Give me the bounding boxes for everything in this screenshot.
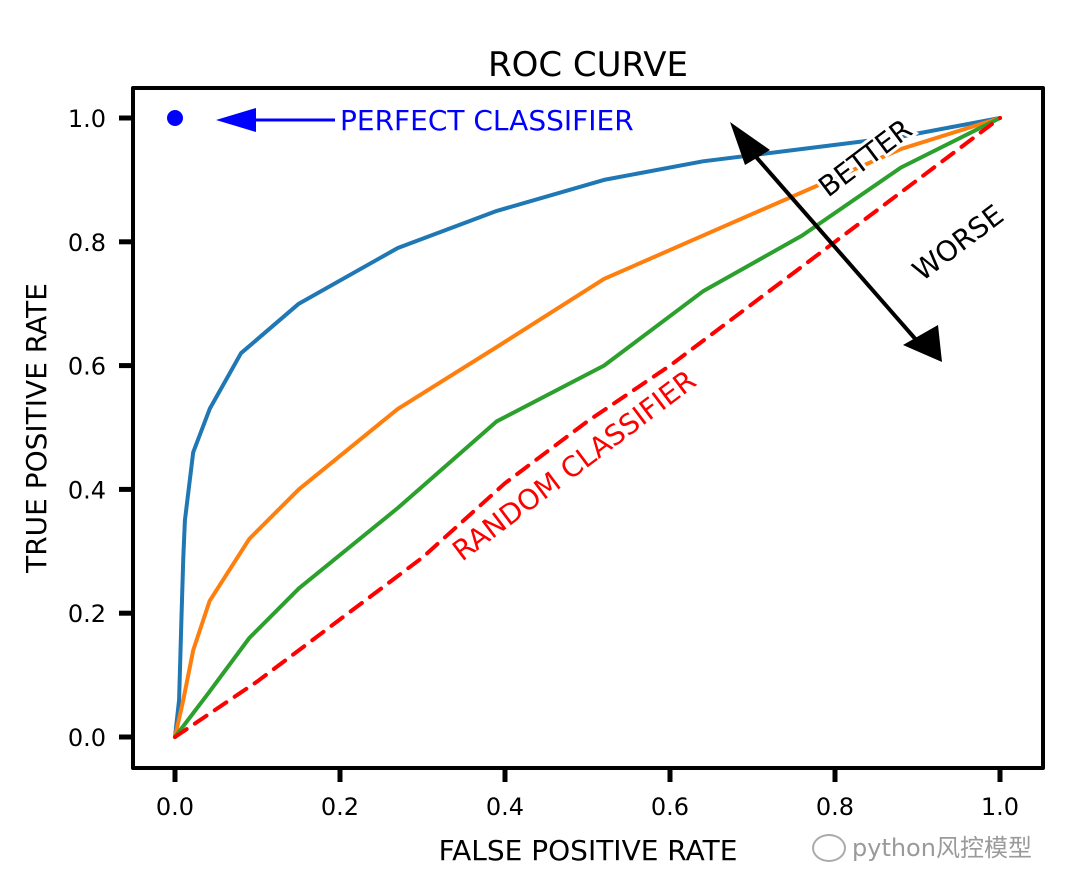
y-tick-label: 0.4 bbox=[68, 476, 106, 504]
annotation-random-classifier: RANDOM CLASSIFIER bbox=[446, 363, 702, 567]
series-line-3 bbox=[173, 116, 1002, 739]
y-tick-label: 0.2 bbox=[68, 600, 106, 628]
x-tick-label: 0.6 bbox=[651, 793, 689, 821]
worse-arrowhead bbox=[903, 325, 942, 362]
y-tick-label: 0.6 bbox=[68, 353, 106, 381]
x-tick-label: 0.0 bbox=[156, 793, 194, 821]
watermark: python风控模型 bbox=[812, 834, 1032, 862]
watermark-text: python风控模型 bbox=[852, 834, 1032, 862]
x-tick-label: 0.4 bbox=[486, 793, 524, 821]
y-axis-label: TRUE POSITIVE RATE bbox=[20, 283, 53, 574]
x-axis-label: FALSE POSITIVE RATE bbox=[439, 834, 738, 867]
annotation-perfect-classifier: PERFECT CLASSIFIER bbox=[340, 104, 634, 137]
series-line-1 bbox=[173, 116, 1002, 739]
annotation-worse: WORSE bbox=[906, 198, 1009, 287]
wechat-icon bbox=[812, 834, 846, 862]
perfect-classifier-point bbox=[167, 110, 183, 126]
perfect-arrowhead bbox=[216, 108, 256, 132]
better-worse-arrow bbox=[748, 148, 920, 344]
plot-frame bbox=[131, 86, 1045, 770]
series-line-2 bbox=[173, 116, 1002, 739]
y-tick-label: 1.0 bbox=[68, 105, 106, 133]
y-tick-label: 0.8 bbox=[68, 229, 106, 257]
better-arrowhead bbox=[730, 122, 770, 165]
y-tick-label: 0.0 bbox=[68, 724, 106, 752]
x-tick-label: 1.0 bbox=[981, 793, 1019, 821]
chart-title: ROC CURVE bbox=[488, 45, 688, 85]
x-tick-label: 0.2 bbox=[321, 793, 359, 821]
x-tick-label: 0.8 bbox=[816, 793, 854, 821]
